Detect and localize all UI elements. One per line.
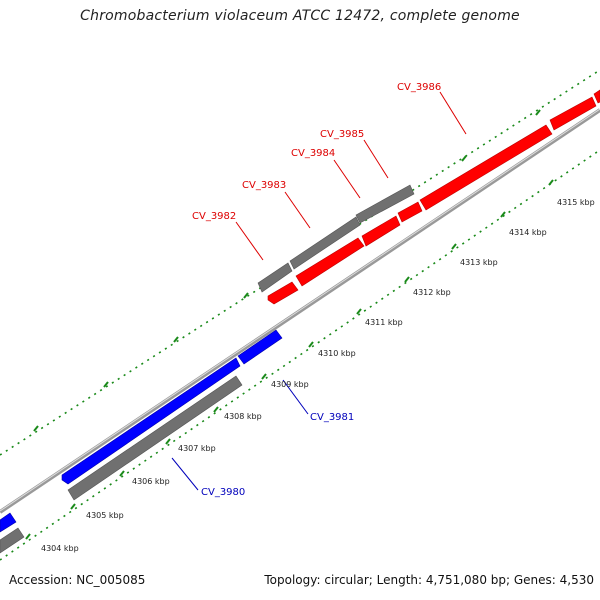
gene-label-cv3981: CV_3981 [310,412,354,423]
gene-red-7-feature [593,89,600,104]
tick-label: 4314 kbp [509,228,547,237]
genome-backbone-highlight [0,108,600,512]
gene-label-cv3982: CV_3982 [192,211,236,222]
tick-label: 4309 kbp [271,380,309,389]
tick-label: 4307 kbp [178,444,216,453]
gene-cv3982-feature [257,262,293,293]
inner-tick-ring [0,149,600,561]
tick-label: 4304 kbp [41,544,79,553]
genome-summary-text: Topology: circular; Length: 4,751,080 bp… [264,573,594,587]
inner-major-ticks [25,179,554,540]
tick-label: 4305 kbp [86,511,124,520]
gene-label-cv3984: CV_3984 [291,148,335,159]
gene-cv3981-feature [237,329,283,365]
gene-label-cv3983: CV_3983 [242,180,286,191]
gene-cv3984-feature [355,184,415,224]
gene-red-1-feature [267,281,299,305]
gene-gray-lower-feature [67,375,243,501]
gene-red-6-feature [549,96,597,131]
reverse-genes [0,329,283,533]
gene-left-blue-feature [0,512,17,533]
gene-cv3980-feature [61,357,241,485]
gene-label-cv3980: CV_3980 [201,487,245,498]
gene-red-2-feature [295,237,365,287]
map-title: Chromobacterium violaceum ATCC 12472, co… [80,8,520,24]
tick-label: 4312 kbp [413,288,451,297]
gene-red-4-feature [397,201,423,223]
tick-label: 4306 kbp [132,477,170,486]
tick-labels: 4304 kbp 4305 kbp 4306 kbp 4307 kbp 4308… [41,198,595,553]
tick-label: 4310 kbp [318,349,356,358]
gene-label-cv3986: CV_3986 [397,82,441,93]
gene-cv3983-feature [289,216,361,270]
label-leaders [171,91,467,491]
genome-backbone [0,108,600,514]
tick-label: 4308 kbp [224,412,262,421]
gene-label-cv3985: CV_3985 [320,129,364,140]
gene-red-3-feature [361,215,401,247]
gene-cv3986-feature [419,124,553,211]
forward-genes [267,89,600,305]
tick-label: 4313 kbp [460,258,498,267]
gene-labels: CV_3980 CV_3981 CV_3982 CV_3983 CV_3984 … [192,82,441,498]
gene-gray-left-feature [0,527,25,554]
other-genes [0,184,415,554]
tick-label: 4315 kbp [557,198,595,207]
accession-text: Accession: NC_005085 [9,573,146,587]
tick-label: 4311 kbp [365,318,403,327]
